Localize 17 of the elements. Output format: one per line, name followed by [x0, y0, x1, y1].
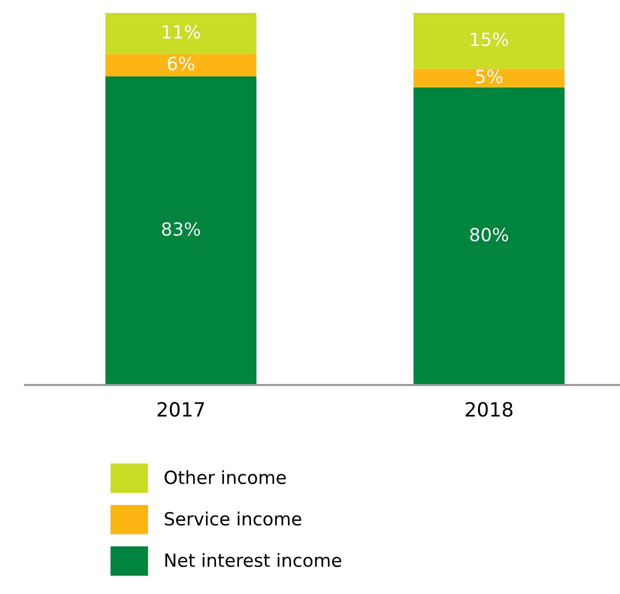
legend-label: Other income	[164, 470, 286, 484]
bar	[414, 87, 565, 385]
bar	[105, 13, 256, 54]
data-label: 83%	[162, 222, 200, 236]
bar	[414, 13, 565, 69]
data-label: 5%	[476, 70, 502, 84]
legend-label: Service income	[164, 512, 302, 526]
data-label: 11%	[162, 25, 200, 39]
bar	[105, 54, 256, 76]
legend-label: Net interest income	[165, 553, 342, 568]
x-tick-label: 2018	[466, 402, 512, 417]
data-label: 6%	[168, 56, 194, 70]
data-label: 80%	[470, 228, 508, 242]
bar	[414, 68, 565, 88]
x-tick-label: 2017	[158, 402, 204, 417]
bar	[105, 76, 256, 385]
data-label: 15%	[470, 32, 508, 46]
